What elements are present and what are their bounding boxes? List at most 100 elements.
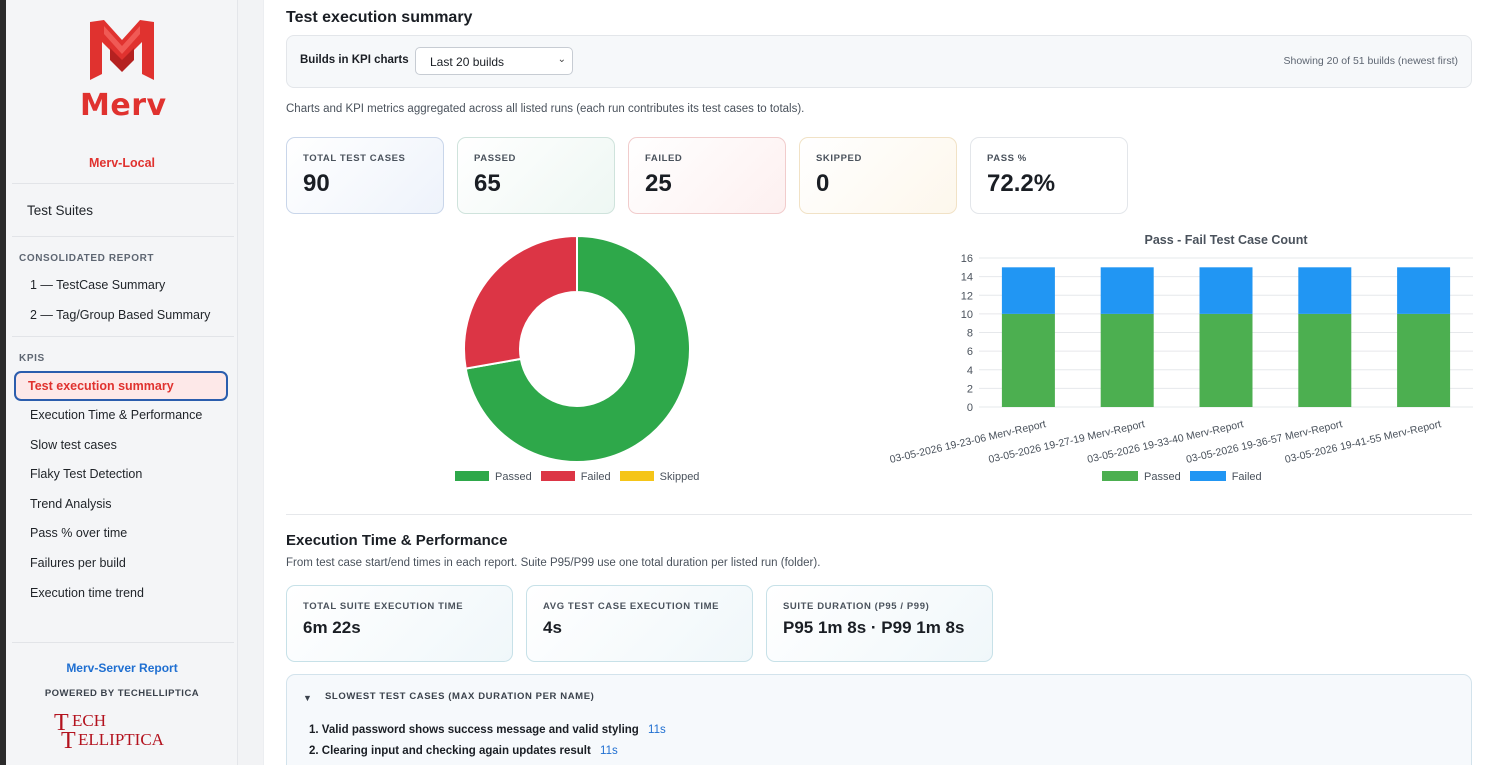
svg-text:T: T — [61, 728, 76, 754]
bar-passed[interactable] — [1397, 313, 1451, 407]
test-duration: 11s — [600, 745, 618, 757]
sidebar-item-pass-over-time[interactable]: Pass % over time — [30, 526, 128, 540]
y-tick-label: 4 — [967, 365, 973, 377]
section-divider — [286, 514, 1472, 515]
merv-logo: Merv — [80, 16, 167, 132]
chevron-down-icon: ⌄ — [557, 54, 566, 65]
collapse-triangle-icon[interactable]: ▼ — [303, 693, 312, 703]
sidebar-item-test-suites[interactable]: Test Suites — [27, 203, 94, 218]
test-duration: 11s — [648, 724, 666, 736]
brand-name: Merv — [80, 88, 167, 123]
kpi-label: PASS % — [987, 153, 1027, 164]
y-tick-label: 16 — [961, 253, 973, 265]
environment-name: Merv-Local — [89, 156, 155, 170]
merv-logo-icon — [90, 20, 154, 80]
main-content: Test execution summary Builds in KPI cha… — [263, 0, 1500, 765]
sidebar-item-flaky-detection[interactable]: Flaky Test Detection — [30, 467, 143, 481]
bar-failed[interactable] — [1397, 267, 1451, 314]
list-item: 2. Clearing input and checking again upd… — [309, 745, 618, 757]
bar-failed[interactable] — [1298, 267, 1352, 314]
builds-count-text: Showing 20 of 51 builds (newest first) — [1283, 55, 1458, 67]
sidebar-item-slow-test-cases[interactable]: Slow test cases — [30, 438, 117, 452]
test-name: Clearing input and checking again update… — [321, 745, 591, 757]
kpi-avg-test-time: AVG TEST CASE EXECUTION TIME 4s — [526, 585, 753, 662]
bar-passed[interactable] — [1100, 313, 1154, 407]
status-donut-chart — [463, 234, 691, 463]
bar-passed[interactable] — [1001, 313, 1055, 407]
kpi-suite-duration: SUITE DURATION (P95 / P99) P95 1m 8s · P… — [766, 585, 993, 662]
bar-passed[interactable] — [1199, 313, 1253, 407]
divider — [12, 183, 234, 184]
legend-swatch — [619, 471, 654, 481]
kpi-label: SKIPPED — [816, 153, 862, 164]
chart-title: Pass - Fail Test Case Count — [1144, 233, 1308, 247]
kpi-label: FAILED — [645, 153, 683, 164]
donut-slice-passed[interactable] — [464, 234, 691, 463]
y-tick-label: 0 — [967, 402, 973, 414]
sidebar-item-trend-analysis[interactable]: Trend Analysis — [30, 497, 112, 511]
kpi-pass-percent: PASS % 72.2% — [970, 137, 1128, 214]
kpi-total-test-cases: TOTAL TEST CASES 90 — [286, 137, 444, 214]
sidebar-item-failures-per-build[interactable]: Failures per build — [30, 556, 126, 570]
summary-description: Charts and KPI metrics aggregated across… — [286, 103, 805, 115]
kpi-skipped: SKIPPED 0 — [799, 137, 957, 214]
legend-item-skipped[interactable]: Skipped — [619, 471, 700, 483]
divider — [12, 642, 234, 643]
kpi-label: PASSED — [474, 153, 516, 164]
y-tick-label: 10 — [961, 309, 973, 321]
kpi-label: AVG TEST CASE EXECUTION TIME — [543, 601, 720, 612]
legend-item-passed[interactable]: Passed — [1102, 471, 1181, 483]
legend-label: Skipped — [659, 471, 700, 483]
divider — [12, 336, 234, 337]
legend-label: Failed — [1231, 471, 1262, 483]
y-tick-label: 2 — [967, 383, 973, 395]
powered-by: POWERED BY TECHELLIPTICA — [44, 688, 200, 699]
x-tick-label: 03-05-2026 19-23-06 Merv-Report — [889, 418, 1048, 466]
bar-passed[interactable] — [1298, 313, 1352, 407]
y-tick-label: 14 — [961, 272, 973, 284]
builds-filter-label: Builds in KPI charts — [300, 54, 409, 66]
legend-swatch — [455, 471, 489, 481]
legend-item-failed[interactable]: Failed — [1189, 471, 1262, 483]
bar-failed[interactable] — [1199, 267, 1253, 314]
performance-title: Execution Time & Performance — [286, 532, 508, 549]
kpi-label: TOTAL TEST CASES — [303, 153, 406, 164]
divider — [12, 236, 234, 237]
slowest-test-cases-panel[interactable]: ▼ SLOWEST TEST CASES (MAX DURATION PER N… — [286, 674, 1472, 765]
sidebar-item-test-execution-summary[interactable]: Test execution summary — [14, 371, 228, 401]
kpi-value: P95 1m 8s · P99 1m 8s — [783, 618, 965, 637]
sidebar: Merv Merv-Local Test Suites CONSOLIDATED… — [6, 0, 238, 765]
kpi-total-suite-time: TOTAL SUITE EXECUTION TIME 6m 22s — [286, 585, 513, 662]
donut-slice-failed[interactable] — [463, 234, 578, 370]
builds-select[interactable]: Last 20 builds ⌄ — [415, 47, 573, 75]
kpi-label: TOTAL SUITE EXECUTION TIME — [303, 601, 464, 612]
legend-swatch — [1102, 471, 1138, 481]
window-edge — [0, 0, 6, 765]
merv-server-report-link[interactable]: Merv-Server Report — [66, 661, 178, 675]
techelliptica-logo: T ECH T ELLIPTICA — [54, 710, 165, 754]
y-tick-label: 8 — [967, 328, 973, 340]
bar-failed[interactable] — [1100, 267, 1154, 314]
sidebar-item-execution-time-trend[interactable]: Execution time trend — [30, 586, 144, 600]
test-name: Valid password shows success message and… — [321, 724, 639, 736]
bar-legend: Passed Failed — [1102, 471, 1271, 483]
filter-bar: Builds in KPI charts Last 20 builds ⌄ Sh… — [286, 35, 1472, 88]
svg-text:ELLIPTICA: ELLIPTICA — [78, 730, 165, 749]
legend-item-passed[interactable]: Passed — [455, 471, 532, 483]
kpi-value: 6m 22s — [303, 618, 361, 637]
sidebar-item-testcase-summary[interactable]: 1 — TestCase Summary — [30, 278, 166, 292]
sidebar-item-tag-group-summary[interactable]: 2 — Tag/Group Based Summary — [30, 308, 211, 322]
y-tick-label: 6 — [967, 346, 973, 358]
kpi-label: SUITE DURATION (P95 / P99) — [783, 601, 930, 612]
bar-failed[interactable] — [1001, 267, 1055, 314]
kpi-value: 90 — [303, 170, 330, 197]
legend-label: Passed — [495, 471, 532, 483]
kpi-value: 65 — [474, 170, 501, 197]
performance-description: From test case start/end times in each r… — [286, 557, 821, 569]
kpi-value: 4s — [543, 618, 562, 637]
legend-item-failed[interactable]: Failed — [540, 471, 611, 483]
sidebar-item-execution-time[interactable]: Execution Time & Performance — [30, 408, 203, 422]
slowest-title: SLOWEST TEST CASES (MAX DURATION PER NAM… — [325, 691, 595, 702]
pass-fail-bar-chart: Pass - Fail Test Case Count 0 2 4 6 8 10 12 14 16… — [889, 233, 1473, 466]
sidebar-item-label: Test execution summary — [28, 379, 174, 393]
